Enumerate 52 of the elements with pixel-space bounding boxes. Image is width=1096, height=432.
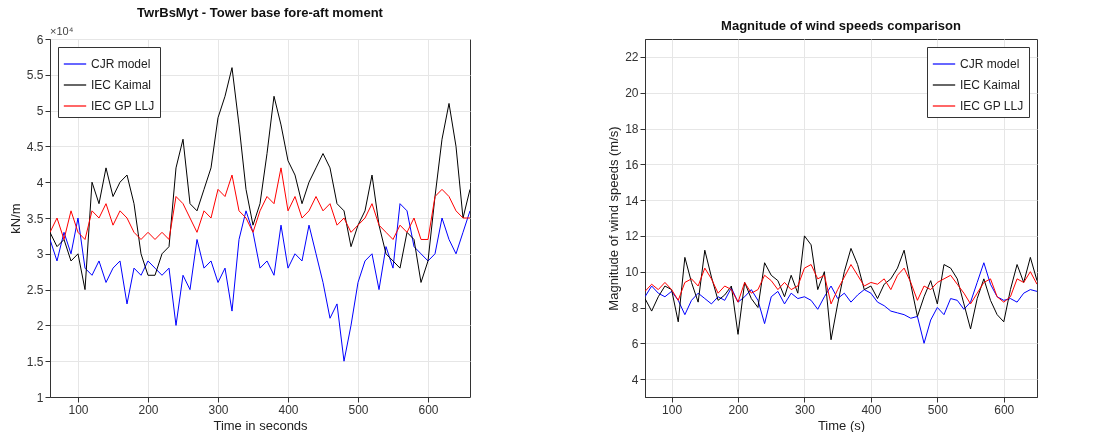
y-tick-label: 5.5 xyxy=(26,68,44,83)
x-tick-label: 500 xyxy=(348,402,369,417)
line-series xyxy=(50,67,470,291)
legend-label: IEC Kaimal xyxy=(960,78,1021,92)
x-tick-label: 400 xyxy=(278,402,299,417)
line-series xyxy=(645,235,1037,341)
y-tick-label: 8 xyxy=(631,301,639,315)
legend-label: IEC GP LLJ xyxy=(960,99,1024,113)
y-tick-label: 20 xyxy=(625,86,639,101)
legend-label: IEC GP LLJ xyxy=(91,99,155,113)
y-tick-label: 1 xyxy=(36,390,44,405)
y-tick-label: 6 xyxy=(36,32,44,47)
x-tick-label: 200 xyxy=(728,402,749,417)
x-axis-title: Time (s) xyxy=(817,417,866,432)
y-axis-title: Magnitude of wind speeds (m/s) xyxy=(606,126,622,311)
chart-title: TwrBsMyt - Tower base fore-aft moment xyxy=(137,5,384,20)
y-tick-label: 4.5 xyxy=(26,139,44,154)
x-tick-label: 300 xyxy=(208,402,229,417)
x-tick-label: 600 xyxy=(418,402,439,417)
y-tick-label: 2 xyxy=(36,318,44,333)
y-tick-label: 6 xyxy=(631,336,639,351)
line-series xyxy=(50,167,470,240)
legend-label: CJR model xyxy=(960,57,1020,71)
x-tick-label: 200 xyxy=(138,402,159,417)
legend-label: IEC Kaimal xyxy=(91,78,152,92)
y-tick-label: 10 xyxy=(625,265,639,280)
line-series xyxy=(645,262,1037,344)
x-tick-label: 600 xyxy=(994,402,1015,417)
y-tick-label: 14 xyxy=(625,193,639,208)
y-tick-label: 3.5 xyxy=(26,211,44,226)
x-tick-label: 100 xyxy=(662,402,683,417)
y-tick-label: 4 xyxy=(36,175,44,190)
y-tick-label: 22 xyxy=(625,50,639,65)
y-tick-label: 1.5 xyxy=(26,354,44,369)
y-tick-label: 3 xyxy=(36,247,44,262)
y-tick-label: 18 xyxy=(625,122,639,136)
y-tick-label: 5 xyxy=(36,104,44,119)
y-tick-label: 2.5 xyxy=(26,283,44,298)
legend-label: CJR model xyxy=(91,57,151,71)
x-tick-label: 300 xyxy=(794,402,816,417)
y-tick-label: 16 xyxy=(625,157,639,172)
y-tick-label: 12 xyxy=(625,229,639,244)
x-tick-label: 400 xyxy=(861,402,882,417)
line-series xyxy=(50,203,470,362)
x-tick-label: 500 xyxy=(927,402,949,417)
chart-title: Magnitude of wind speeds comparison xyxy=(721,18,961,33)
y-axis-title: kN/m xyxy=(7,203,23,234)
text: ×10⁴ xyxy=(50,25,74,37)
x-tick-label: 100 xyxy=(68,402,89,417)
x-axis-title: Time in seconds xyxy=(213,417,309,432)
line-series xyxy=(645,264,1037,305)
y-tick-label: 4 xyxy=(631,372,639,387)
